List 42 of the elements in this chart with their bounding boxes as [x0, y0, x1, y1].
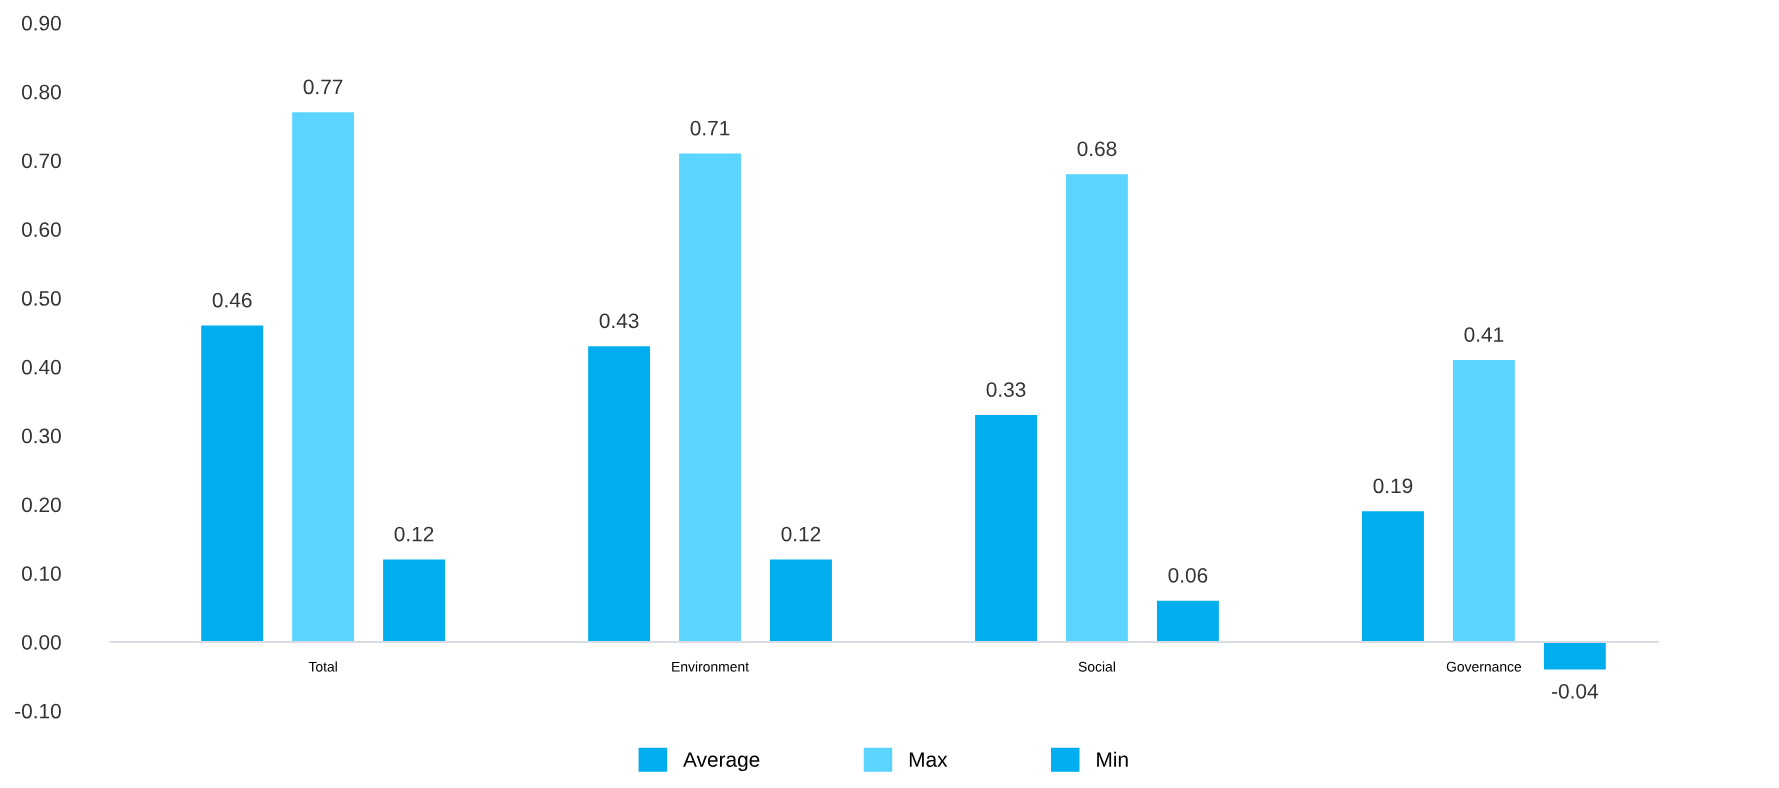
x-tick-label: Governance — [1446, 661, 1522, 672]
data-label: 0.43 — [599, 313, 639, 329]
x-tick-label: Total — [308, 661, 337, 672]
bar — [1452, 359, 1515, 642]
data-label: 0.71 — [690, 120, 730, 136]
data-label: 0.12 — [781, 526, 821, 542]
data-label: 0.06 — [1168, 567, 1208, 583]
y-tick-label: 0.10 — [21, 566, 61, 581]
data-label: 0.33 — [986, 382, 1026, 397]
y-tick-label: -0.10 — [15, 703, 61, 719]
x-tick-label: Environment — [672, 661, 749, 672]
data-label: 0.46 — [212, 292, 252, 308]
bar — [1156, 600, 1219, 642]
y-tick-label: 0.40 — [21, 359, 61, 375]
x-tick-label: Social — [1078, 661, 1115, 672]
bar — [292, 112, 355, 642]
legend-label: Min — [1097, 751, 1128, 767]
y-tick-label: 0.00 — [21, 634, 61, 650]
legend-label: Average — [683, 752, 760, 772]
bar — [770, 559, 832, 642]
y-tick-label: 0.20 — [21, 497, 61, 513]
y-tick-label: 0.30 — [21, 428, 61, 444]
data-label: 0.77 — [303, 79, 343, 95]
y-tick-label: 0.80 — [21, 84, 61, 100]
data-label: 0.12 — [394, 526, 434, 542]
bar — [201, 325, 264, 642]
bar — [975, 414, 1037, 642]
bar — [383, 559, 445, 642]
data-label: 0.41 — [1464, 327, 1504, 342]
bar — [1543, 641, 1606, 670]
y-tick-label: 0.90 — [21, 15, 61, 31]
y-tick-label: 0.70 — [21, 153, 61, 169]
y-tick-label: 0.50 — [21, 291, 61, 306]
bar — [1066, 174, 1128, 642]
bar — [588, 346, 651, 642]
bar — [679, 153, 741, 642]
legend-label: Max — [909, 752, 948, 767]
bar — [1362, 511, 1424, 642]
y-tick-label: 0.60 — [21, 222, 61, 237]
data-label: -0.04 — [1552, 683, 1598, 699]
data-label: 0.19 — [1373, 478, 1413, 494]
data-label: 0.68 — [1077, 141, 1117, 157]
